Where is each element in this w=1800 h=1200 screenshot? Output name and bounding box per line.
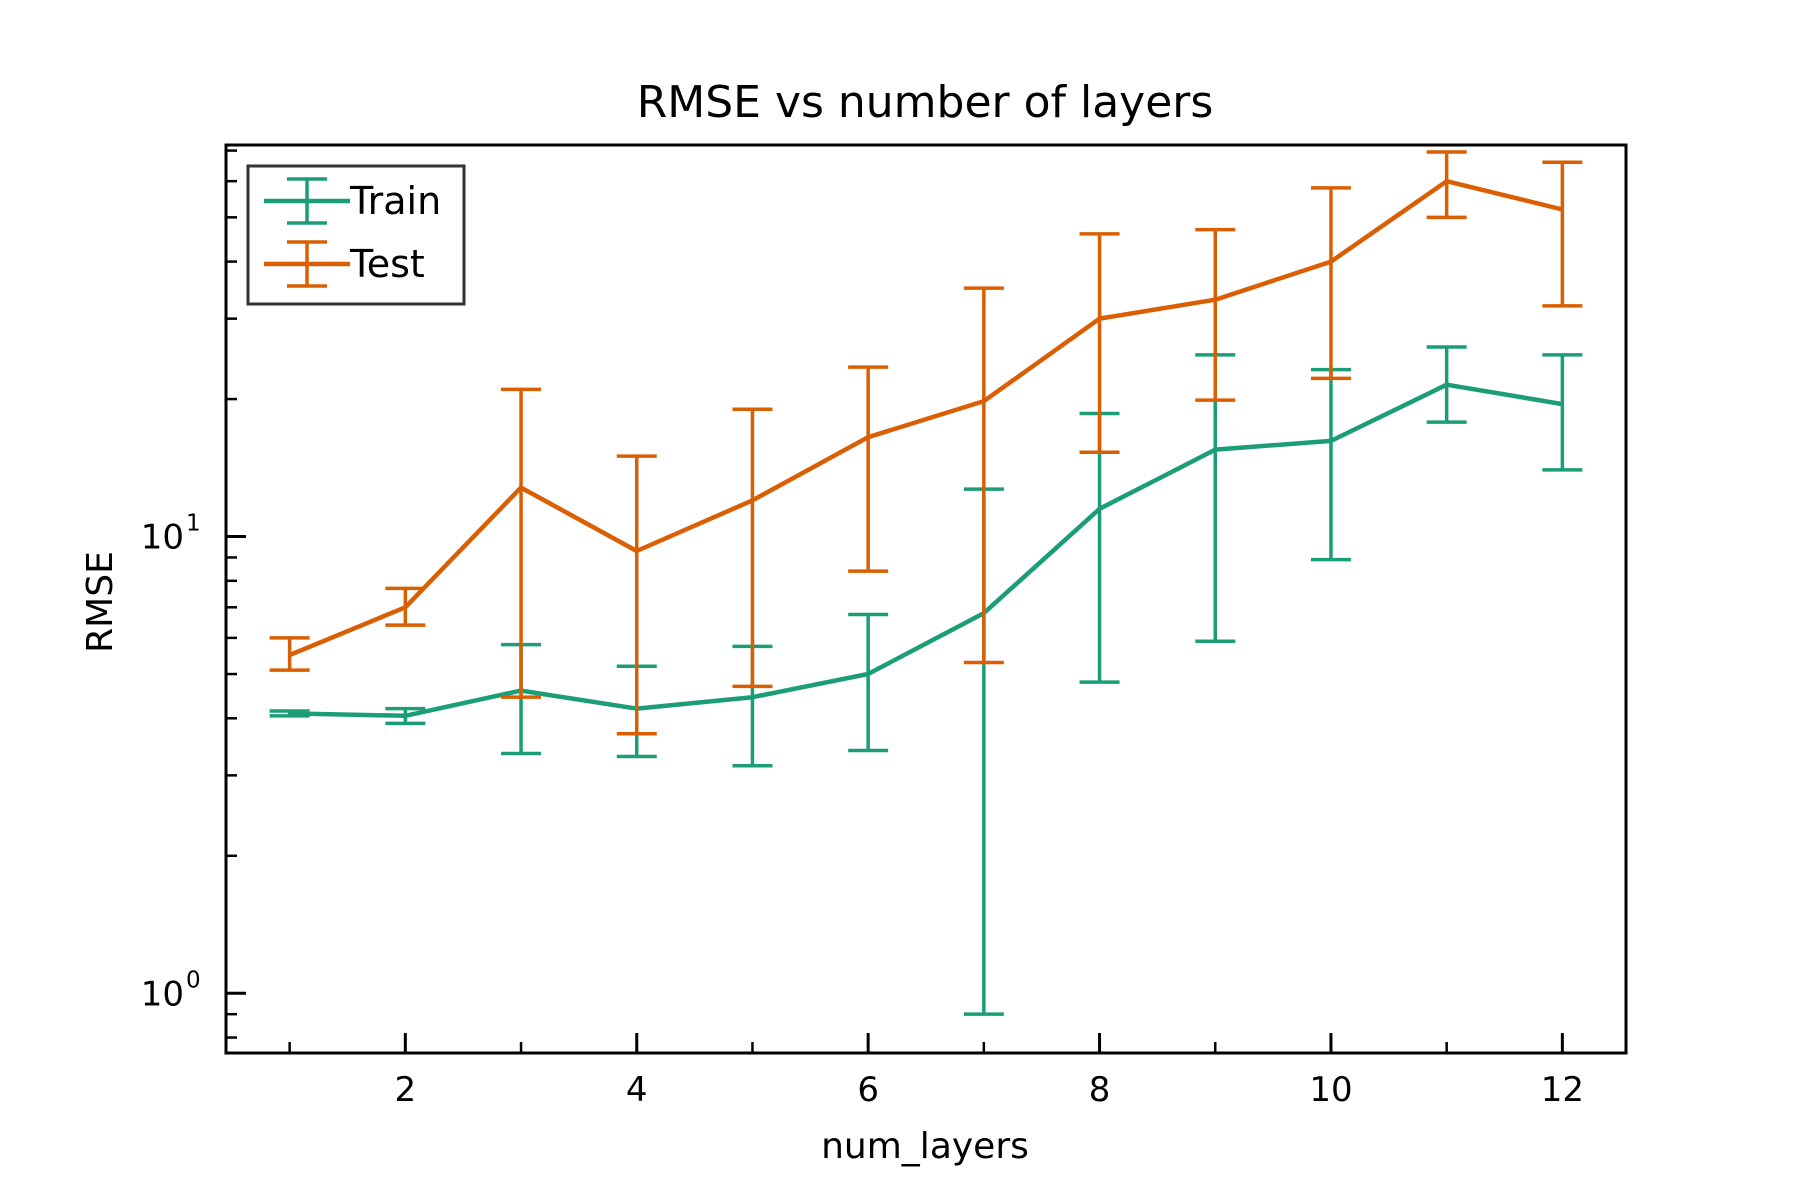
y-tick-exponent: 0: [186, 967, 201, 993]
plot-frame: [224, 143, 1628, 1055]
x-axis-label: num_layers: [821, 1126, 1029, 1167]
series-test: [269, 150, 1583, 736]
y-axis-label: RMSE: [80, 551, 121, 653]
chart-title: RMSE vs number of layers: [637, 77, 1214, 128]
x-tick-label: 6: [857, 1070, 879, 1110]
series-line-test: [288, 178, 1563, 658]
x-tick-label: 8: [1089, 1070, 1111, 1110]
x-tick-label: 4: [626, 1070, 648, 1110]
x-tick-label: 12: [1541, 1070, 1584, 1110]
y-tick-label: 10: [141, 518, 184, 558]
legend-label: Train: [349, 179, 441, 223]
legend-frame: [246, 164, 466, 306]
legend: Train Test: [246, 164, 466, 306]
legend-entry-test: Test: [264, 240, 425, 288]
series-train: [269, 345, 1583, 1016]
y-tick-label: 10: [141, 974, 184, 1014]
x-tick-label: 10: [1309, 1070, 1352, 1110]
series-layer: [269, 150, 1583, 1016]
series-line-train: [289, 382, 1563, 719]
legend-entry-train: Train: [264, 177, 441, 225]
y-tick-exponent: 1: [186, 511, 201, 537]
legend-label: Test: [349, 242, 425, 286]
x-tick-label: 2: [395, 1070, 417, 1110]
